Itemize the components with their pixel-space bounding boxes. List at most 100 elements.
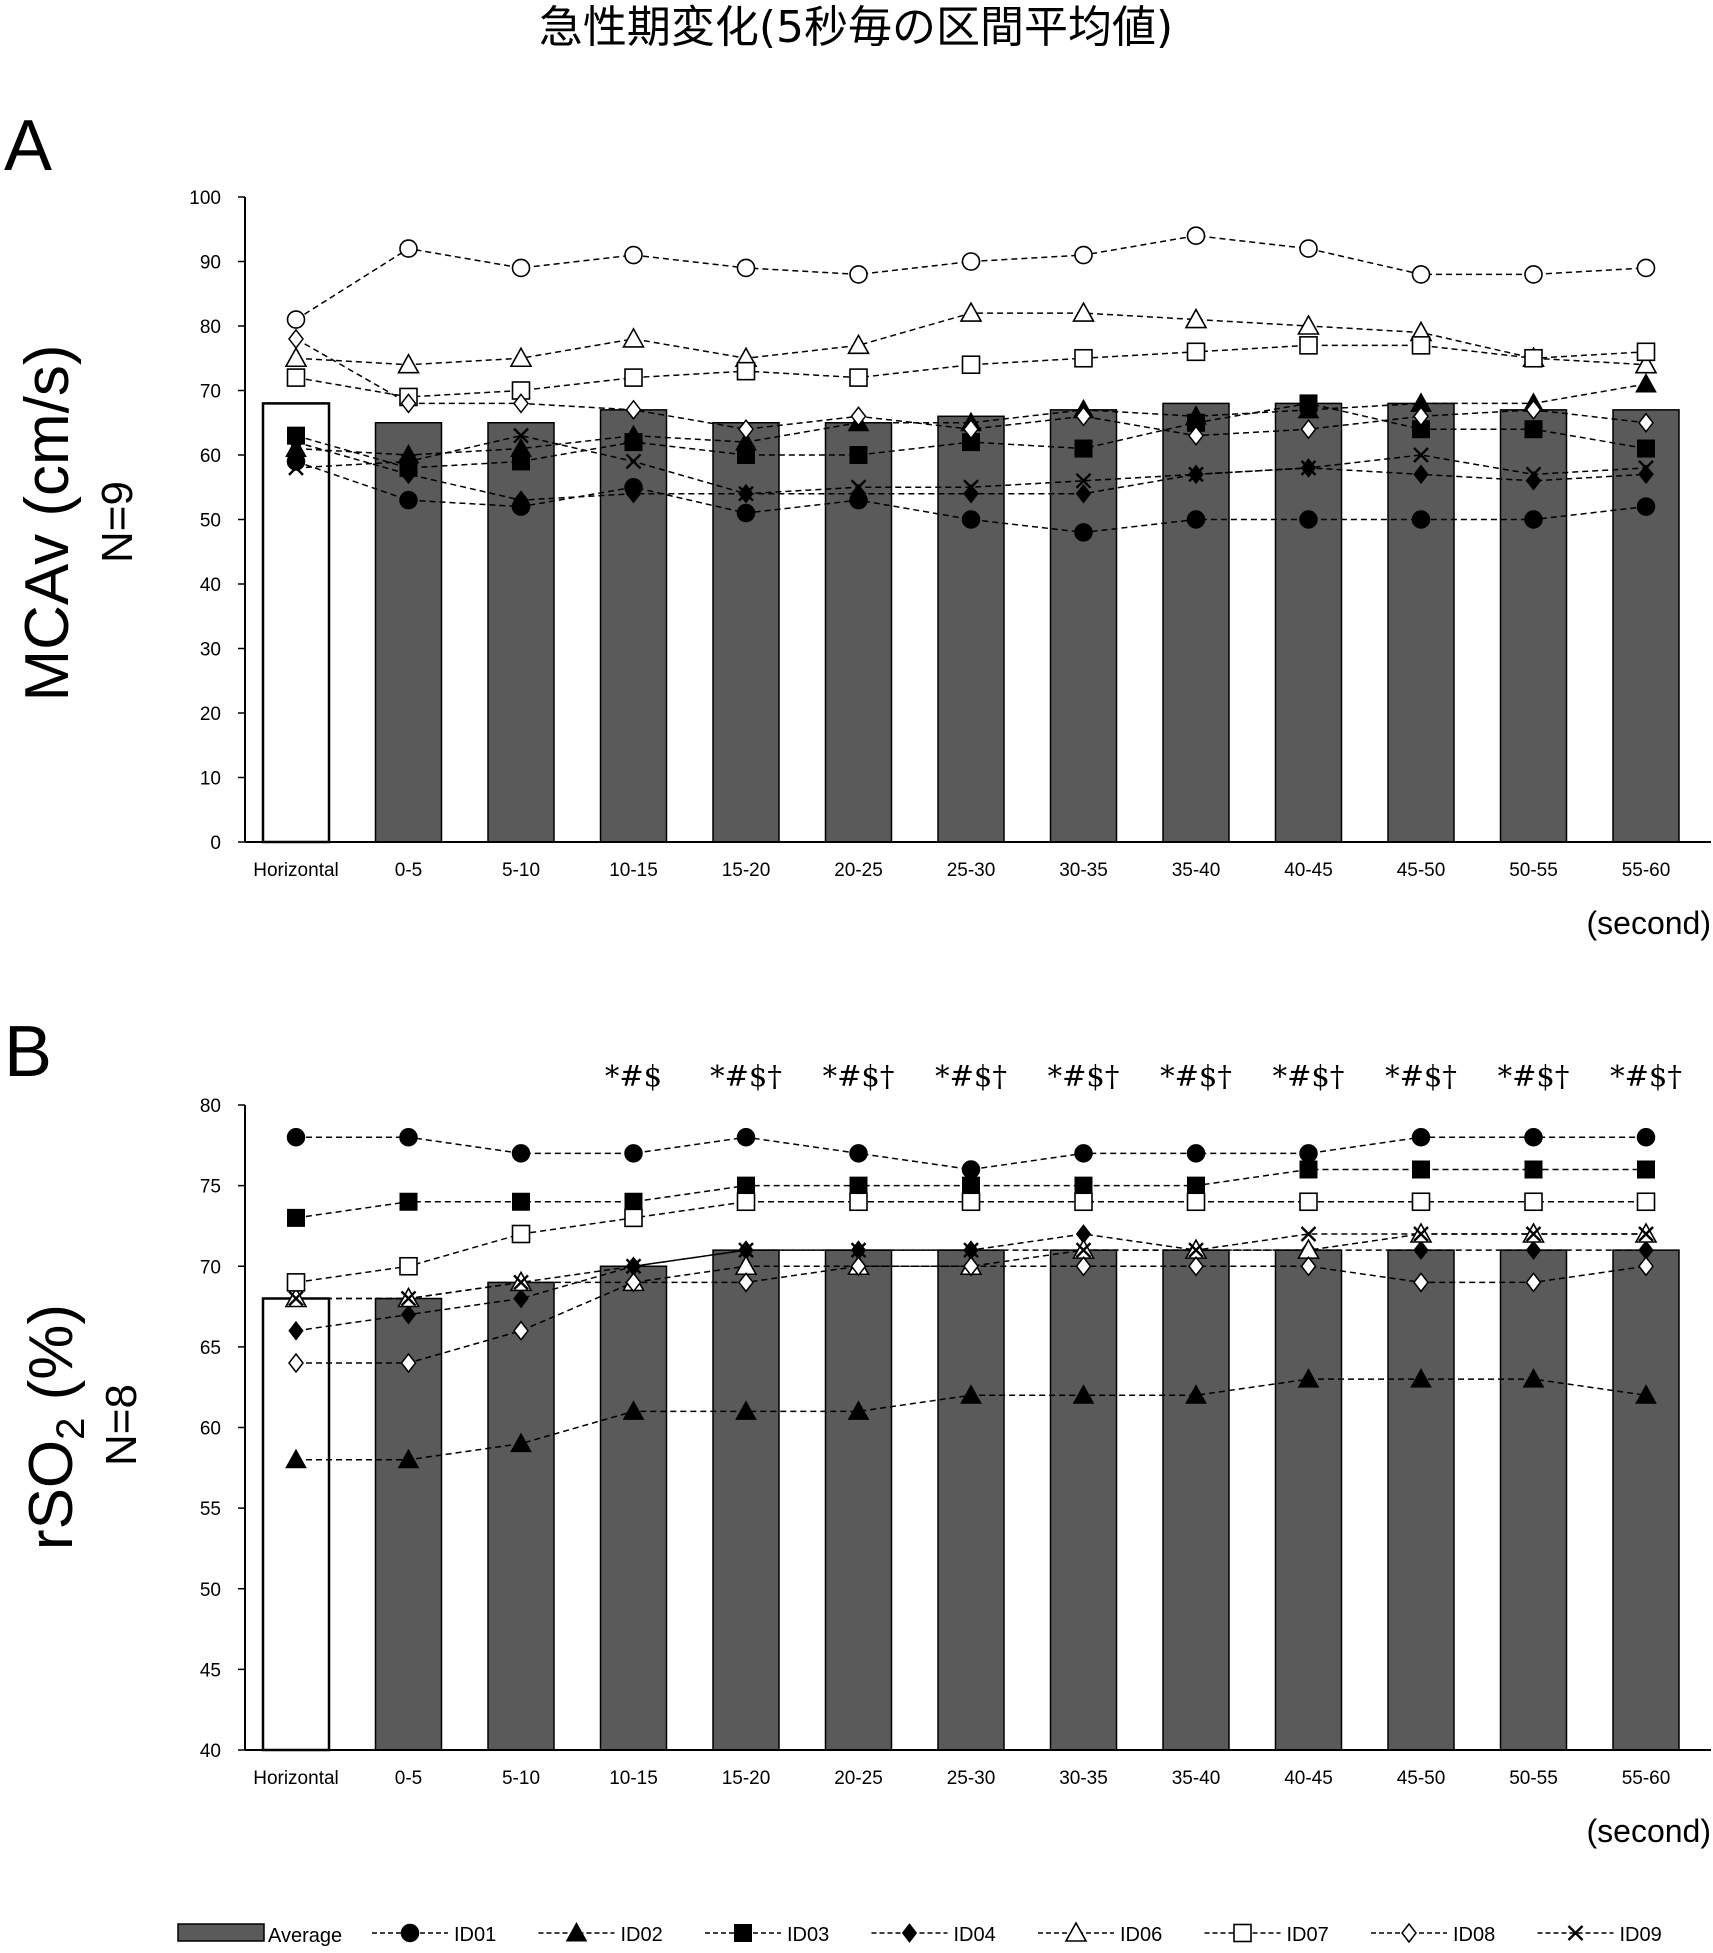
- legend-marker: [1567, 1925, 1584, 1941]
- panel-a-point: [624, 433, 643, 452]
- panel-b-bar: [824, 1249, 893, 1751]
- panel-b-xunit: (second): [1587, 1813, 1712, 1849]
- panel-b-bar: [487, 1281, 555, 1751]
- panel-a-ytick-label: 20: [200, 704, 221, 725]
- panel-a-xtick-label: 40-45: [1284, 860, 1333, 881]
- legend-average-swatch: [177, 1923, 265, 1942]
- panel-a-point: [1413, 406, 1429, 427]
- panel-b-ylabel-n: N=8: [97, 1384, 146, 1466]
- panel-a-point: [399, 239, 418, 258]
- panel-a-point: [1074, 245, 1093, 265]
- panel-a-point: [513, 427, 529, 444]
- panel-a-bar: [937, 415, 1005, 843]
- panel-b-xtick-label: 40-45: [1284, 1768, 1333, 1789]
- panel-a-xtick-label: 20-25: [834, 860, 883, 881]
- panel-b-point: [1635, 1384, 1657, 1404]
- panel-b-point: [1300, 1226, 1317, 1242]
- panel-a-point: [1074, 348, 1093, 368]
- panel-b-ytick-label: 50: [200, 1580, 221, 1601]
- panel-b-point: [513, 1320, 529, 1341]
- panel-a: A MCAv (cm/s) N=9 (second) 0 10 20 30 40 50 60…: [4, 106, 1711, 941]
- panel-b-point: [622, 1400, 645, 1420]
- legend-marker: [1233, 1923, 1252, 1943]
- panel-b-point: [625, 1258, 642, 1275]
- panel-b-xtick-label: 10-15: [609, 1768, 658, 1789]
- panel-a-point: [959, 301, 983, 322]
- panel-b-point: [510, 1432, 532, 1453]
- panel-a-xtick-label: 25-30: [947, 860, 996, 881]
- panel-a-xtick-label: 50-55: [1509, 860, 1558, 881]
- panel-b-point: [286, 1273, 306, 1292]
- panel-a-point: [1413, 464, 1429, 485]
- panel-b-point: [1188, 1256, 1204, 1277]
- panel-b-point: [960, 1384, 982, 1404]
- panel-b-point: [737, 1176, 755, 1195]
- panel-b-significance-mark: *#$†: [710, 1059, 782, 1093]
- panel-a-point: [1638, 412, 1654, 433]
- legend-label: ID08: [1453, 1924, 1495, 1946]
- legend-label: ID01: [454, 1924, 496, 1946]
- panel-b-ytick-label: 80: [200, 1096, 221, 1117]
- panel-b-point: [1410, 1368, 1432, 1388]
- panel-a-point: [1297, 314, 1320, 335]
- panel-a-point: [284, 346, 308, 368]
- panel-b-point: [1525, 1226, 1542, 1242]
- panel-b-point: [397, 1448, 420, 1469]
- panel-b-point: [1636, 1192, 1656, 1212]
- panel-b-point: [399, 1128, 418, 1147]
- panel-a-point: [286, 368, 306, 387]
- legend-label: ID09: [1620, 1924, 1662, 1946]
- panel-a-point: [1411, 265, 1431, 284]
- panel-a-point: [1636, 497, 1656, 516]
- panel-b-point: [1636, 1128, 1656, 1147]
- panel-a-point: [1299, 394, 1318, 413]
- panel-b-ylabel-main: rSO: [17, 1440, 86, 1550]
- panel-b-bar: [712, 1249, 780, 1751]
- panel-b-ylabel-unit: (%): [17, 1304, 86, 1418]
- panel-b-point: [738, 1272, 754, 1293]
- panel-b-point: [400, 1290, 417, 1307]
- panel-b-point: [1074, 1192, 1093, 1212]
- panel-b-significance-mark: *#$†: [823, 1059, 895, 1093]
- panel-a-point: [509, 346, 533, 368]
- panel-b-point: [961, 1160, 981, 1179]
- panel-b-point: [511, 1144, 531, 1163]
- panel-b-bar: [1612, 1249, 1680, 1751]
- panel-a-point: [625, 399, 642, 421]
- panel-b-point: [288, 1320, 304, 1341]
- panel-b-xtick-label: 35-40: [1172, 1768, 1221, 1789]
- panel-b-significance-mark: *#$†: [935, 1059, 1007, 1093]
- panel-b-point: [1186, 1192, 1206, 1212]
- panel-b-point: [1187, 1176, 1205, 1195]
- panel-b-point: [624, 1208, 643, 1228]
- panel-a-point: [1636, 342, 1656, 362]
- panel-a-point: [625, 453, 642, 470]
- panel-b-point: [1299, 1160, 1318, 1179]
- legend-label: ID07: [1287, 1924, 1329, 1946]
- panel-a-point: [400, 464, 417, 485]
- panel-b-xtick-label: 20-25: [834, 1768, 883, 1789]
- panel-a-point: [1186, 226, 1206, 245]
- panel-a-point: [1074, 523, 1093, 542]
- panel-a-letter: A: [4, 106, 52, 186]
- legend-label: ID02: [621, 1924, 663, 1946]
- panel-a-xtick-label: 10-15: [609, 860, 658, 881]
- panel-a-point: [400, 393, 417, 414]
- panel-b-significance-mark: *#$†: [1498, 1059, 1570, 1093]
- panel-a-point: [736, 258, 756, 278]
- panel-a-xunit: (second): [1587, 905, 1712, 941]
- panel-a-point: [1186, 342, 1206, 362]
- panel-a-point: [1074, 439, 1093, 458]
- panel-b-xtick-label: 15-20: [722, 1768, 771, 1789]
- panel-a-point: [961, 355, 981, 375]
- panel-b-point: [1300, 1256, 1317, 1277]
- panel-b-point: [1524, 1128, 1543, 1147]
- panel-a-point: [1075, 472, 1092, 489]
- panel-b-point: [849, 1176, 868, 1195]
- legend-label: ID03: [787, 1924, 829, 1946]
- panel-a-point: [1635, 373, 1657, 393]
- panel-b-xtick-label: 25-30: [947, 1768, 996, 1789]
- panel-b-ytick-label: 40: [200, 1741, 221, 1762]
- panel-a-point: [288, 328, 304, 350]
- legend-marker: [1064, 1921, 1088, 1942]
